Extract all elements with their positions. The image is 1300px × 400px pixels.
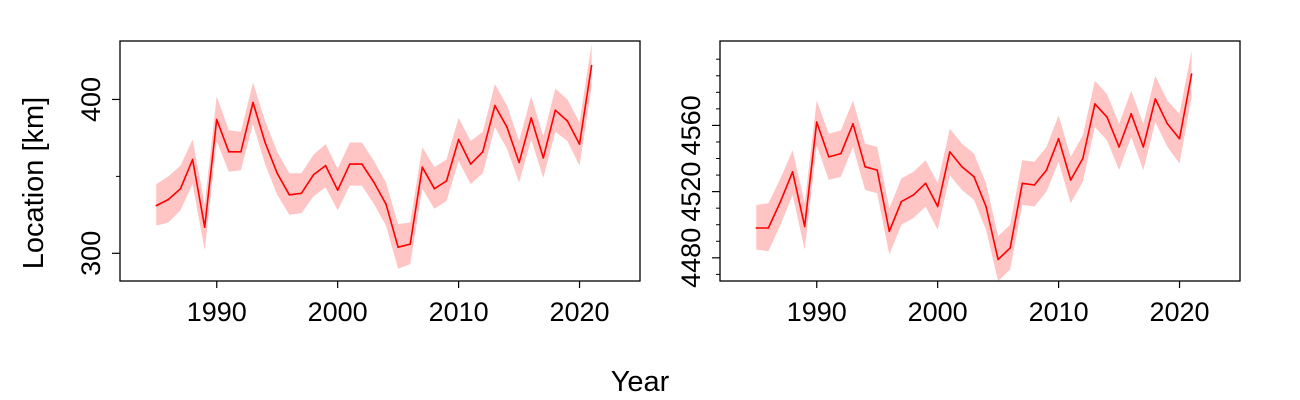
data-point: [578, 143, 581, 145]
data-point: [385, 203, 387, 205]
data-point: [530, 117, 532, 119]
data-point: [755, 227, 758, 229]
data-point: [815, 121, 818, 123]
x-tick-label: 2000: [908, 297, 968, 327]
data-point: [373, 181, 375, 184]
x-tick-label: 2010: [429, 297, 489, 327]
data-point: [433, 187, 436, 190]
data-point: [888, 230, 891, 233]
data-point: [1118, 146, 1120, 148]
x-tick-label: 1990: [187, 297, 247, 327]
x-axis-label: Year: [611, 366, 670, 398]
left-chart-panel: 1990 2000 2010 2020 300 400: [76, 40, 641, 327]
data-point: [542, 157, 545, 159]
confidence-band: [156, 44, 592, 269]
plot-frame: [119, 40, 641, 282]
confidence-band: [756, 50, 1192, 282]
data-point: [590, 64, 593, 67]
data-point: [828, 156, 830, 158]
data-point: [1178, 137, 1181, 140]
data-point: [1009, 247, 1011, 249]
data-point: [803, 225, 806, 228]
data-point: [1142, 146, 1145, 148]
data-point: [554, 109, 557, 111]
data-point: [336, 189, 339, 191]
data-point: [288, 194, 291, 196]
data-point: [506, 126, 508, 128]
data-point: [949, 151, 951, 153]
data-point: [566, 120, 569, 122]
data-point: [215, 118, 218, 121]
y-tick-label: 4480: [676, 228, 706, 288]
data-point: [155, 204, 158, 207]
data-point: [445, 180, 448, 182]
y-axis-label: Location [km]: [18, 97, 50, 269]
data-point: [312, 174, 315, 176]
data-point: [397, 246, 399, 248]
x-tick-label: 2020: [549, 297, 609, 327]
data-point: [469, 163, 472, 165]
data-point: [1045, 169, 1048, 171]
data-point: [1033, 184, 1036, 186]
data-point: [518, 161, 520, 164]
y-tick-label: 4560: [676, 95, 706, 155]
x-tick-label: 1990: [787, 297, 847, 327]
data-point: [252, 101, 254, 104]
data-point: [900, 200, 903, 203]
data-point: [936, 205, 939, 208]
data-point: [1130, 113, 1132, 115]
x-tick-label: 2020: [1149, 297, 1209, 327]
data-point: [767, 227, 770, 229]
data-point: [961, 166, 963, 168]
data-point: [179, 187, 182, 190]
data-point: [228, 151, 230, 153]
x-tick-label: 2010: [1029, 297, 1089, 327]
data-point: [349, 163, 351, 165]
data-point: [300, 192, 303, 195]
data-point: [409, 243, 412, 245]
data-point: [1057, 137, 1060, 140]
data-point: [973, 175, 975, 178]
data-point: [852, 123, 854, 125]
data-point: [324, 164, 327, 167]
data-point: [924, 182, 927, 185]
data-point: [494, 104, 496, 107]
data-point: [457, 138, 460, 141]
x-tick-label: 2000: [308, 297, 368, 327]
data-point: [1154, 98, 1157, 100]
y-tick-label: 400: [76, 77, 106, 122]
data-point: [1094, 103, 1096, 105]
data-point: [997, 258, 999, 261]
data-point: [1021, 182, 1024, 185]
data-point: [864, 166, 866, 168]
data-point: [191, 158, 194, 161]
data-point: [240, 151, 242, 153]
data-point: [276, 172, 279, 175]
data-point: [203, 226, 206, 228]
plot-frame: [719, 40, 1241, 282]
data-point: [912, 194, 915, 196]
data-point: [876, 169, 878, 171]
y-tick-label: 300: [76, 231, 106, 276]
data-point: [264, 141, 266, 144]
data-point: [840, 152, 842, 155]
data-point: [482, 151, 484, 153]
data-point: [791, 171, 794, 173]
data-point: [1106, 116, 1108, 118]
data-point: [985, 205, 987, 208]
data-point: [1069, 179, 1072, 181]
data-point: [779, 200, 782, 203]
data-point: [167, 198, 170, 201]
right-chart-panel: 1990 2000 2010 2020 4480 4520 4560: [676, 40, 1241, 327]
data-point: [421, 166, 424, 168]
data-point: [1082, 157, 1084, 160]
data-point: [1166, 123, 1169, 125]
data-point: [361, 163, 363, 165]
data-point: [1190, 73, 1193, 75]
y-tick-label: 4520: [676, 162, 706, 222]
